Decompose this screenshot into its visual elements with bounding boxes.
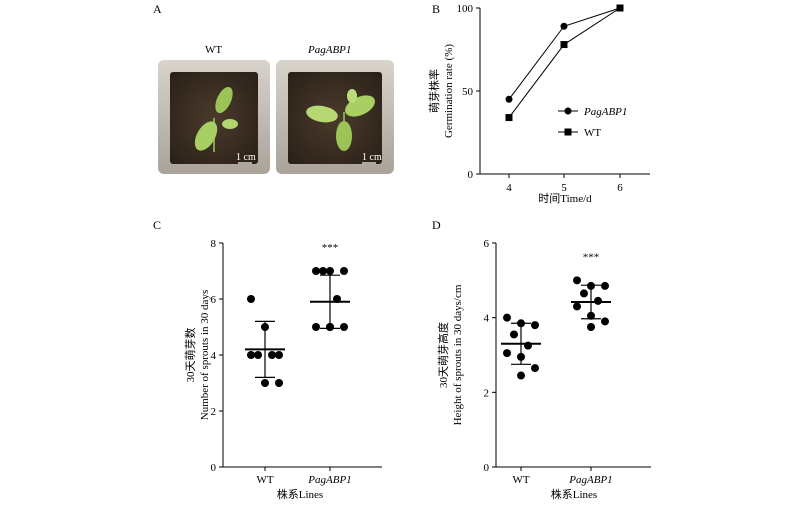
y-tick-label: 0 [468,169,474,181]
y-tick-label: 4 [211,350,217,362]
data-point-wt [254,351,262,359]
x-tick-label: 5 [561,182,567,194]
data-point-wt [531,321,539,330]
panel-letter-d: D [432,218,441,232]
significance-label: *** [322,242,339,254]
data-point-wt [247,295,255,303]
x-tick-label: WT [512,474,529,486]
y-tick-label: 8 [211,238,217,250]
panel-letter-c: C [153,218,162,232]
y-tick-label: 4 [484,313,490,325]
data-point-pagabp1 [601,281,609,290]
data-point-pagabp1 [319,267,327,275]
data-point-pagabp1 [560,22,568,30]
y-tick-label: 2 [484,387,490,399]
legend-marker [564,128,572,136]
x-tick-label: WT [256,474,273,486]
x-axis-label: 株系Lines [277,487,323,501]
x-axis-label: 株系Lines [551,487,597,501]
data-point-pagabp1 [340,267,348,275]
data-point-wt [505,114,513,122]
legend-marker [564,107,572,115]
data-point-pagabp1 [601,317,609,326]
data-point-wt [560,41,568,49]
y-tick-label: 0 [211,462,217,474]
x-tick-label: 4 [506,182,512,194]
legend-label: WT [584,127,601,139]
panel-letter-b: B [432,2,441,16]
y-axis-label-cn: 萌芽株率 [427,69,441,113]
data-point-wt [275,379,283,387]
data-point-wt [261,379,269,387]
data-point-wt [247,351,255,359]
data-point-wt [531,364,539,373]
data-point-pagabp1 [312,267,320,275]
y-axis-label-cn: 30天萌芽高度 [436,322,450,388]
data-point-wt [517,371,525,380]
data-point-wt [275,351,283,359]
data-point-pagabp1 [573,276,581,285]
y-tick-label: 50 [462,86,474,98]
y-tick-label: 2 [211,406,217,418]
data-point-pagabp1 [594,296,602,305]
significance-label: *** [583,251,600,263]
data-point-wt [616,4,624,12]
data-point-wt [503,349,511,358]
x-tick-label: PagABP1 [568,474,612,486]
data-point-wt [510,330,518,339]
data-point-pagabp1 [573,302,581,311]
data-point-wt [268,351,276,359]
panel-letter-a: A [153,2,162,16]
x-tick-label: 6 [617,182,623,194]
legend-label: PagABP1 [583,106,627,118]
data-point-pagabp1 [587,323,595,331]
data-point-pagabp1 [580,289,588,298]
y-tick-label: 100 [457,3,474,15]
x-tick-label: PagABP1 [307,474,351,486]
photo-label-pagabp1: PagABP1 [308,44,352,56]
pot-pagabp1 [276,60,394,174]
data-point-pagabp1 [326,267,334,275]
y-tick-label: 6 [484,238,490,250]
y-axis-label-cn: 30天萌芽数 [183,328,197,383]
data-point-pagabp1 [340,323,348,331]
scale-bar-wt: 1 cm [236,152,256,163]
data-point-pagabp1 [505,95,513,103]
y-axis-label-en: Number of sprouts in 30 days [199,290,211,420]
y-axis-label-en: Germination rate (%) [443,44,455,138]
data-point-pagabp1 [312,323,320,331]
y-axis-label-en: Height of sprouts in 30 days/cm [452,284,464,425]
seedling-pagabp1 [306,89,375,151]
y-tick-label: 6 [211,294,217,306]
data-point-wt [503,313,511,322]
x-axis-label: 时间Time/d [538,192,592,205]
photo-label-wt: WT [205,44,223,56]
pot-wt [158,60,270,174]
y-tick-label: 0 [484,462,490,474]
scale-bar-pagabp1: 1 cm [362,152,382,163]
seedling-wt [194,86,238,152]
